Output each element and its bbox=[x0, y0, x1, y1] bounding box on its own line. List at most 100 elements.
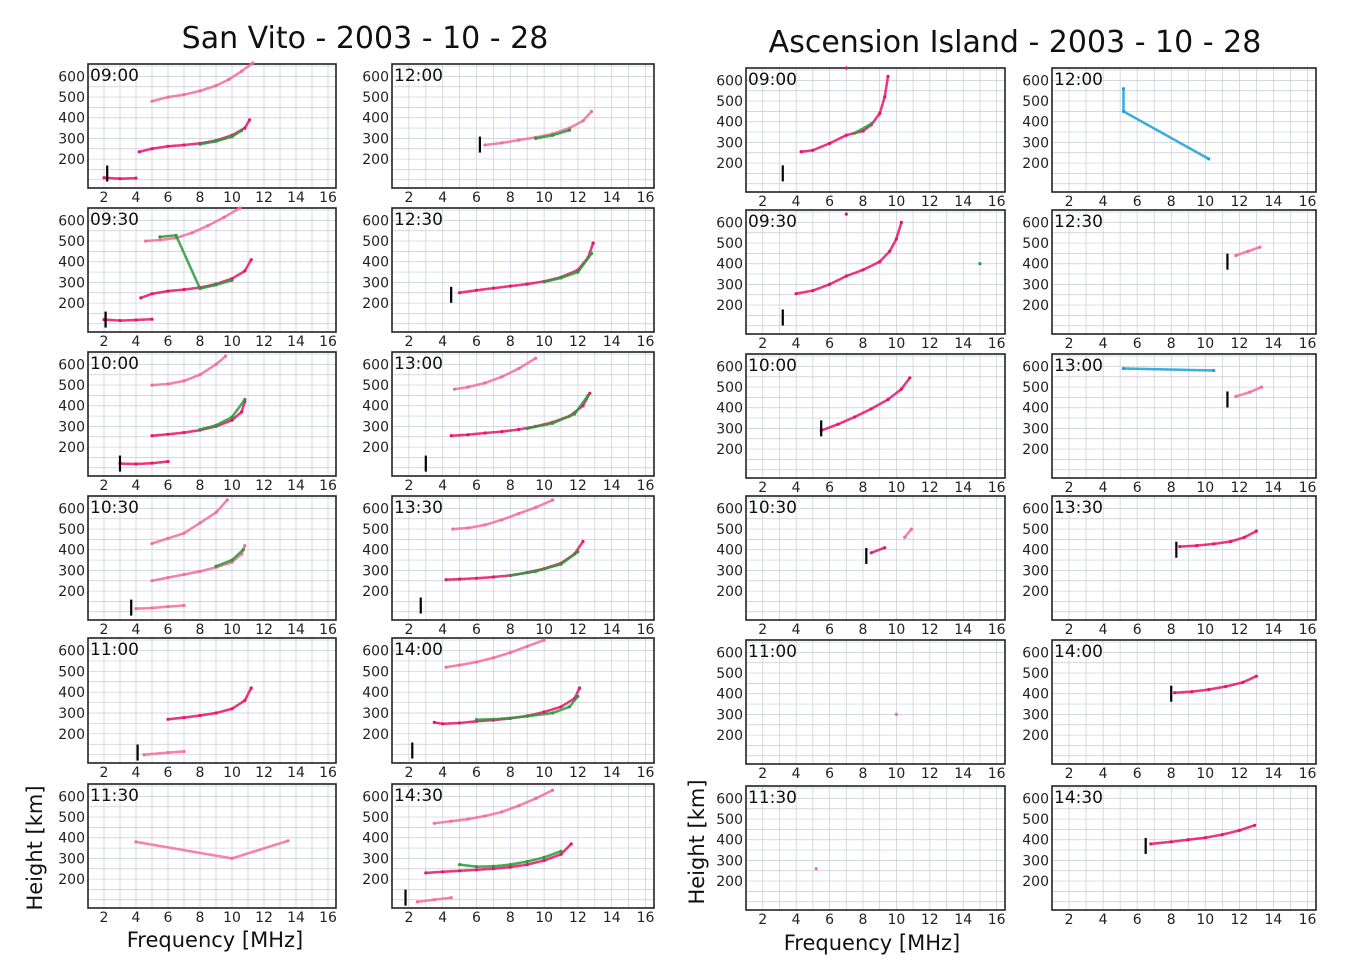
x-tick-label: 10 bbox=[1196, 336, 1214, 352]
echo-trace-line bbox=[475, 694, 580, 722]
x-tick-label: 12 bbox=[255, 190, 273, 206]
x-tick-label: 8 bbox=[506, 765, 515, 781]
x-tick-label: 16 bbox=[1299, 480, 1317, 496]
y-tick-label: 200 bbox=[58, 727, 85, 743]
echo-trace bbox=[844, 212, 848, 216]
x-tick-label: 6 bbox=[472, 622, 481, 638]
panel-frame bbox=[1051, 353, 1317, 479]
x-tick-label: 12 bbox=[1230, 480, 1248, 496]
echo-point bbox=[249, 258, 253, 262]
echo-trace bbox=[508, 550, 580, 578]
x-tick-label: 6 bbox=[825, 336, 834, 352]
echo-point bbox=[491, 656, 495, 660]
panel-time-label: 12:00 bbox=[1054, 70, 1103, 90]
ionogram-panel: 11:00 200 300 400 500 600 2 4 6 8 10 12 14 16 bbox=[58, 637, 337, 781]
echo-point bbox=[534, 136, 538, 140]
x-tick-label: 14 bbox=[287, 622, 305, 638]
echo-point bbox=[542, 638, 546, 642]
echo-point bbox=[214, 711, 218, 715]
x-tick-label: 14 bbox=[287, 190, 305, 206]
echo-point bbox=[559, 852, 563, 856]
x-tick-label: 14 bbox=[1265, 480, 1283, 496]
x-tick-label: 4 bbox=[792, 622, 801, 638]
x-tick-label: 12 bbox=[1230, 766, 1248, 782]
y-tick-label: 500 bbox=[58, 378, 85, 394]
x-tick-label: 12 bbox=[1230, 622, 1248, 638]
panel-time-label: 13:00 bbox=[394, 354, 443, 374]
echo-point bbox=[118, 319, 122, 323]
ascension-block: 09:00 200 300 400 500 600 2 4 6 8 10 12 14 16 09:30 200… bbox=[716, 66, 1317, 928]
echo-point bbox=[525, 426, 529, 431]
echo-point bbox=[542, 280, 546, 284]
y-tick-label: 500 bbox=[1022, 380, 1049, 396]
x-tick-label: 4 bbox=[438, 478, 447, 494]
y-tick-label: 400 bbox=[1022, 401, 1049, 417]
x-tick-label: 12 bbox=[1230, 194, 1248, 210]
panel-background bbox=[392, 352, 654, 476]
x-tick-label: 2 bbox=[758, 766, 767, 782]
echo-trace-line bbox=[453, 356, 538, 391]
x-tick-label: 16 bbox=[319, 622, 337, 638]
echo-point bbox=[827, 141, 832, 145]
x-tick-label: 2 bbox=[758, 912, 767, 928]
echo-trace bbox=[198, 128, 244, 146]
x-tick-label: 16 bbox=[1299, 336, 1317, 352]
echo-point bbox=[1242, 535, 1247, 539]
echo-point bbox=[1203, 836, 1207, 840]
echo-point bbox=[1224, 684, 1228, 689]
echo-point bbox=[222, 215, 226, 219]
x-tick-label: 4 bbox=[438, 622, 447, 638]
x-tick-label: 14 bbox=[287, 478, 305, 494]
echo-point bbox=[551, 421, 555, 425]
echo-point bbox=[238, 206, 242, 210]
panel-frame bbox=[745, 353, 1006, 479]
echo-point bbox=[1178, 545, 1182, 549]
x-tick-label: 4 bbox=[792, 336, 801, 352]
panel-frame bbox=[391, 63, 655, 189]
echo-trace bbox=[853, 122, 873, 135]
echo-point bbox=[551, 133, 555, 137]
x-tick-label: 6 bbox=[825, 194, 834, 210]
x-tick-label: 12 bbox=[255, 334, 273, 350]
echo-point bbox=[525, 282, 529, 286]
echo-point bbox=[978, 262, 982, 266]
echo-point bbox=[589, 251, 594, 256]
echo-point bbox=[150, 606, 154, 610]
x-tick-label: 6 bbox=[825, 912, 834, 928]
y-tick-label: 300 bbox=[362, 851, 389, 867]
echo-trace bbox=[1178, 529, 1258, 549]
echo-point bbox=[888, 249, 892, 253]
x-tick-label: 16 bbox=[637, 190, 655, 206]
echo-point bbox=[500, 141, 504, 145]
x-tick-label: 4 bbox=[132, 478, 141, 494]
panel-frame bbox=[745, 785, 1006, 911]
echo-trace-line bbox=[150, 61, 255, 103]
y-tick-label: 600 bbox=[362, 69, 389, 85]
y-tick-label: 600 bbox=[716, 359, 743, 375]
y-tick-label: 600 bbox=[716, 791, 743, 807]
echo-trace bbox=[869, 546, 887, 555]
echo-point bbox=[508, 865, 512, 869]
x-tick-label: 16 bbox=[988, 766, 1006, 782]
y-tick-label: 400 bbox=[1022, 115, 1049, 131]
x-tick-label: 14 bbox=[1265, 912, 1283, 928]
x-tick-label: 14 bbox=[954, 194, 972, 210]
x-tick-label: 10 bbox=[535, 334, 553, 350]
panel-frame bbox=[1051, 209, 1317, 335]
echo-point bbox=[794, 292, 798, 296]
echo-point bbox=[474, 868, 479, 872]
x-tick-label: 8 bbox=[196, 765, 205, 781]
echo-trace bbox=[198, 397, 247, 432]
echo-point bbox=[517, 427, 521, 432]
x-tick-label: 4 bbox=[438, 190, 447, 206]
echo-point bbox=[491, 867, 495, 871]
y-tick-label: 300 bbox=[716, 707, 743, 723]
y-tick-label: 500 bbox=[58, 810, 85, 826]
echo-point bbox=[150, 292, 154, 296]
y-tick-label: 600 bbox=[58, 357, 85, 373]
x-tick-label: 2 bbox=[100, 190, 109, 206]
echo-point bbox=[158, 235, 162, 239]
y-tick-label: 300 bbox=[58, 563, 85, 579]
echo-point bbox=[508, 863, 512, 867]
echo-point bbox=[415, 900, 419, 904]
